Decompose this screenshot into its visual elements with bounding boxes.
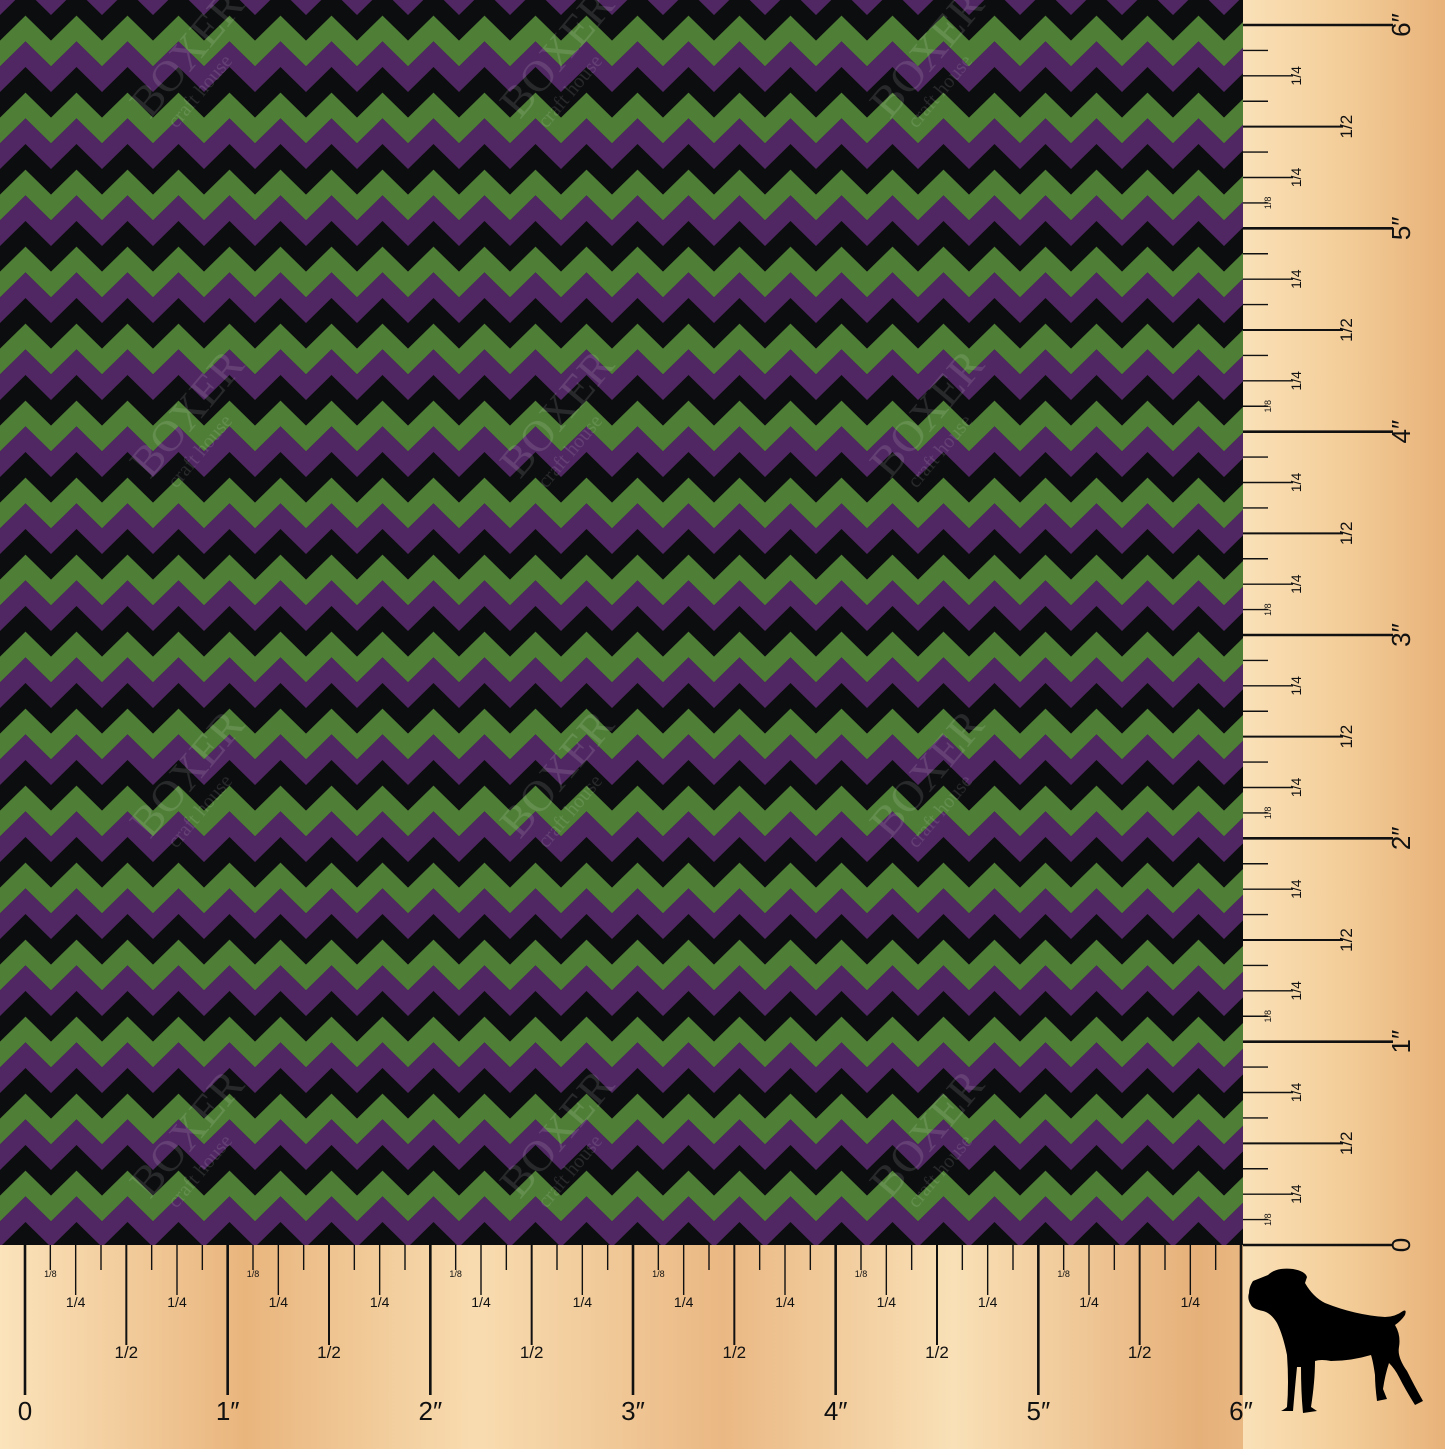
right-ruler-label: 6″ [1386,13,1416,37]
bottom-ruler-label: 1/8 [652,1269,665,1279]
right-ruler-label: 1/4 [1288,66,1304,86]
bottom-ruler-label: 1/4 [167,1294,187,1310]
bottom-ruler-label: 1/4 [978,1294,998,1310]
bottom-ruler-label: 1/4 [674,1294,694,1310]
bottom-ruler-label: 0 [18,1396,32,1426]
bottom-ruler-label: 1/4 [1079,1294,1099,1310]
right-ruler-label: 1/4 [1288,269,1304,289]
bottom-ruler-label: 1/4 [66,1294,86,1310]
right-ruler-label: 1/8 [1263,1213,1273,1226]
right-ruler-label: 1/2 [1337,115,1356,139]
right-ruler-label: 1/8 [1263,807,1273,820]
bottom-ruler-label: 1/2 [925,1343,949,1362]
right-ruler-label: 1/4 [1288,168,1304,188]
right-ruler-label: 3″ [1386,623,1416,647]
right-ruler-label: 0 [1386,1238,1416,1252]
bottom-ruler-label: 5″ [1026,1396,1050,1426]
bottom-ruler-label: 1/2 [723,1343,747,1362]
bottom-ruler-label: 3″ [621,1396,645,1426]
right-ruler-label: 1/8 [1263,603,1273,616]
bottom-ruler-label: 1/2 [520,1343,544,1362]
bottom-ruler-label: 1/4 [471,1294,491,1310]
right-ruler-label: 1/4 [1288,574,1304,594]
right-ruler-label: 1/2 [1337,522,1356,546]
right-ruler-label: 1/4 [1288,1083,1304,1103]
right-ruler-label: 1/8 [1263,197,1273,210]
bottom-ruler-label: 1/4 [775,1294,795,1310]
right-ruler-label: 1/4 [1288,473,1304,493]
right-ruler-label: 1/8 [1263,400,1273,413]
right-ruler-label: 1/2 [1337,725,1356,749]
bottom-ruler-label: 1/8 [44,1269,57,1279]
bottom-ruler-label: 1/2 [1128,1343,1152,1362]
bottom-ruler-label: 1/4 [370,1294,390,1310]
right-ruler-label: 1/4 [1288,778,1304,798]
right-ruler-label: 1/4 [1288,1184,1304,1204]
bottom-ruler-label: 1/4 [573,1294,593,1310]
right-ruler-label: 1/8 [1263,1010,1273,1023]
bottom-ruler-label: 1″ [216,1396,240,1426]
right-ruler-label: 1/2 [1337,1132,1356,1156]
bottom-ruler-label: 1/8 [449,1269,462,1279]
chevron-pattern [0,0,1243,1245]
bottom-ruler-label: 1/4 [269,1294,289,1310]
boxer-dog-silhouette-icon [1248,1268,1423,1413]
bottom-ruler-label: 1/2 [317,1343,341,1362]
right-ruler [1243,0,1445,1449]
ruler-labels: 0 0 1/8 1/8 1/4 1/4 1/2 1/2 1/4 1/4 1″ 1″ 1/8 1/8 1/4 1… [18,13,1416,1426]
bottom-ruler-label: 1/8 [1057,1269,1070,1279]
bottom-ruler-label: 6″ [1229,1396,1253,1426]
bottom-ruler-label: 1/8 [855,1269,868,1279]
right-ruler-label: 5″ [1386,216,1416,240]
bottom-ruler-label: 1/8 [247,1269,260,1279]
bottom-ruler-label: 2″ [418,1396,442,1426]
right-ruler-label: 4″ [1386,420,1416,444]
right-ruler-label: 1/2 [1337,318,1356,342]
bottom-ruler [0,1245,1445,1449]
right-ruler-label: 1/4 [1288,879,1304,899]
right-ruler-label: 1/4 [1288,371,1304,391]
bottom-ruler-label: 4″ [824,1396,848,1426]
right-ruler-label: 1/4 [1288,981,1304,1001]
right-ruler-label: 1/2 [1337,928,1356,952]
right-ruler-label: 1/4 [1288,676,1304,696]
bottom-ruler-label: 1/4 [1181,1294,1201,1310]
right-ruler-label: 2″ [1386,826,1416,850]
ruler-ticks [23,23,1393,1395]
bottom-ruler-label: 1/2 [115,1343,139,1362]
bottom-ruler-label: 1/4 [877,1294,897,1310]
right-ruler-label: 1″ [1386,1030,1416,1054]
